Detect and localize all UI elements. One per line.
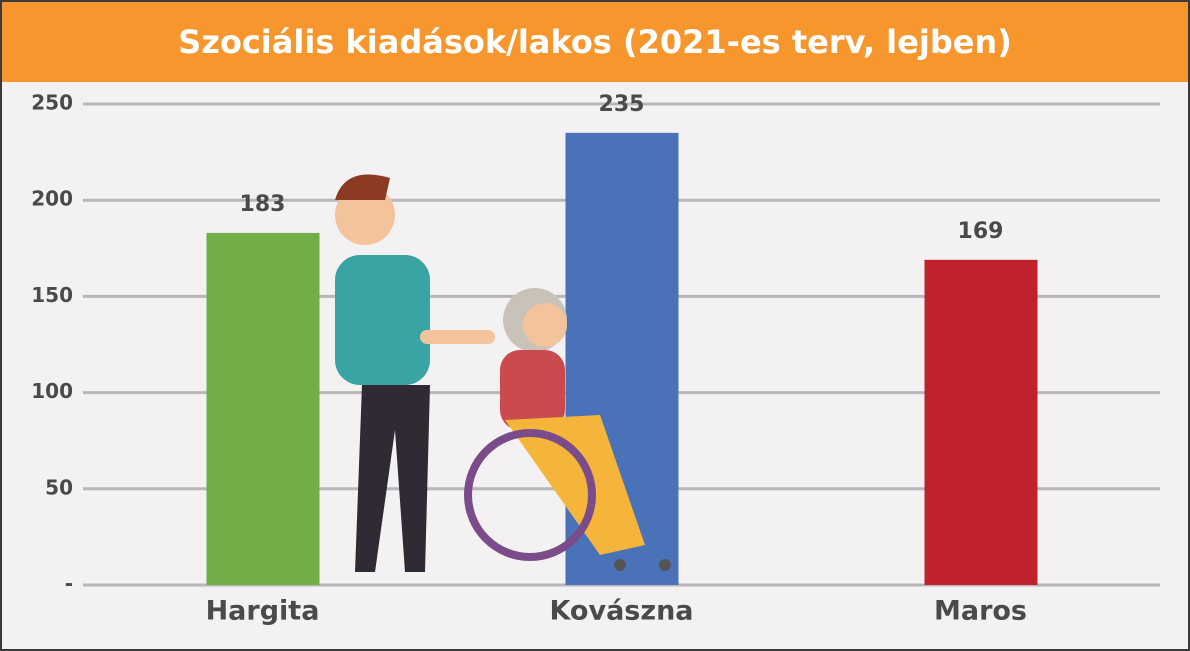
y-tick-label: 100 (31, 379, 73, 403)
man-hair (335, 174, 390, 200)
wheel (464, 429, 596, 561)
value-label: 183 (240, 192, 286, 217)
x-tick-label: Maros (934, 596, 1027, 627)
woman-head (523, 303, 567, 347)
title-bar (2, 2, 1188, 82)
chart-title: Szociális kiadások/lakos (2021-es terv, … (178, 23, 1012, 61)
bar (206, 232, 320, 585)
plot-area: - 50 100 150 200 250 Hargita 183 Kovászna 235 Maro… (31, 91, 1160, 627)
y-tick-label: 250 (31, 91, 73, 115)
x-tick-label: Kovászna (549, 596, 693, 627)
blanket (505, 415, 645, 555)
illustration (335, 174, 671, 572)
woman-body (500, 350, 565, 430)
x-tick-label: Hargita (206, 596, 320, 627)
y-tick-label: 150 (31, 283, 73, 307)
value-label: 235 (599, 92, 645, 117)
caster (614, 559, 626, 571)
y-tick-label: 200 (31, 187, 73, 211)
caster (659, 559, 671, 571)
man-body (335, 255, 430, 385)
man-legs (355, 385, 430, 572)
man-arm (420, 330, 495, 344)
y-tick-label: 50 (45, 475, 73, 499)
value-label: 169 (958, 219, 1004, 244)
bar (924, 259, 1038, 585)
y-tick-label: - (65, 572, 73, 596)
